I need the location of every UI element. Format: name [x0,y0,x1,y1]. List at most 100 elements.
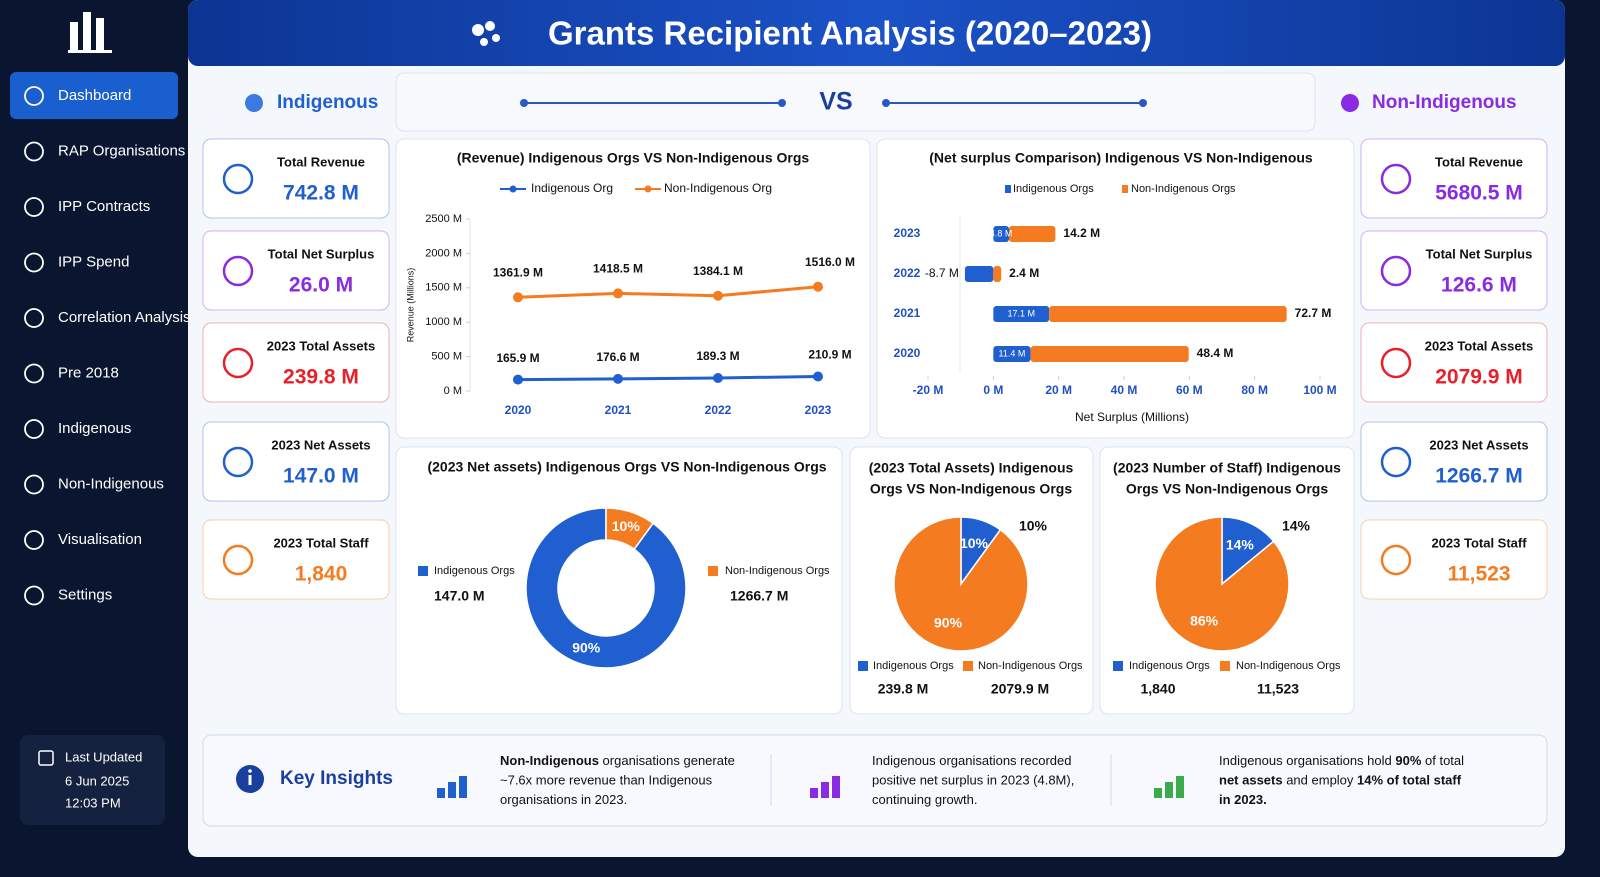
x-tick-label: 20 M [1045,383,1072,397]
kpi-card [202,230,390,311]
insight-segment: positive net surplus in 2023 (4.8M), [872,773,1074,788]
legend-label: Indigenous Org [531,181,613,195]
kpi-card [1360,138,1548,219]
x-tick-label: 2020 [505,403,532,417]
nav-item[interactable]: Settings [58,586,112,603]
y-tick-label: 1500 M [425,282,462,294]
slice-label: 90% [572,640,601,656]
info-dot [248,769,252,773]
legend-label: Non-Indigenous Orgs [1236,660,1341,672]
nav-item[interactable]: IPP Contracts [58,198,150,215]
slice [1221,516,1275,586]
y-tick-label: 2022 [894,266,921,280]
chart-title: (2023 Net assets) Indigenous Orgs VS Non… [427,459,826,475]
y-tick-label: 1000 M [425,316,462,328]
panel [876,138,1355,439]
insight-text: positive net surplus in 2023 (4.8M), [872,773,1074,788]
insight-text: Indigenous organisations recorded [872,753,1071,768]
panel [395,138,871,439]
kpi-value: 11,523 [1447,563,1510,586]
nav-icon [24,252,44,273]
y-tick-label: 2500 M [425,213,462,225]
kpi-value: 2079.9 M [1435,366,1523,389]
insight-segment: organisations in 2023. [500,792,627,807]
kpi-card [202,519,390,600]
y-tick-label: 0 M [444,385,462,397]
insight-icon [459,776,467,798]
slice [893,516,1029,652]
vs-dot [882,99,890,107]
kpi-value: 1,840 [295,563,348,586]
insight-segment: in 2023. [1219,792,1267,807]
vs-dot [520,99,528,107]
legend-amount: 147.0 M [434,588,485,604]
kpi-label: Total Revenue [1435,154,1523,169]
y-tick-label: 2023 [894,226,921,240]
header-icon [472,24,484,36]
point [713,372,723,383]
data-label: 1361.9 M [493,265,543,279]
kpi-icon [222,446,254,478]
annotation: 14% [1282,518,1311,534]
kpi-label: 2023 Total Assets [267,338,375,353]
kpi-icon [1380,544,1412,576]
nav-item[interactable]: Non-Indigenous [58,475,164,492]
nav-item[interactable]: RAP Organisations [58,142,185,159]
x-tick-label: 2023 [805,403,832,417]
last-updated-label: Last Updated [65,749,142,764]
versus-center: VS [819,88,852,116]
insight-icon [437,788,445,798]
bar [993,346,1031,362]
nav-item[interactable]: Pre 2018 [58,364,119,381]
insight-text: organisations in 2023. [500,792,627,807]
insight-segment: organisations generate [599,753,735,768]
legend-swatch [963,661,973,671]
insight-text: Indigenous organisations hold 90% of tot… [1219,753,1464,768]
nav-item[interactable]: Visualisation [58,531,142,548]
data-label: 4.8 M [990,228,1013,238]
nav-item[interactable]: Indigenous [58,420,131,437]
nav-item[interactable]: Correlation Analysis [58,309,191,326]
nav-active [10,72,178,119]
versus-right: Non-Indigenous [1372,92,1517,113]
data-label: 11.4 M [999,348,1026,358]
people-icon [245,94,263,112]
chart-title: (2023 Number of Staff) Indigenous [1113,460,1341,476]
legend-swatch [1005,185,1011,193]
data-label: 210.9 M [808,348,851,362]
x-tick-label: 100 M [1303,383,1336,397]
bar [993,226,1010,242]
kpi-value: 147.0 M [283,465,359,488]
nav-icon [24,419,44,439]
slice-label: 10% [960,535,989,551]
nav-item[interactable]: IPP Spend [58,253,129,270]
x-tick-label: 0 M [983,383,1003,397]
nav-icon [24,585,44,606]
vs-dot [1139,99,1147,107]
kpi-icon [1380,446,1412,478]
slice [525,507,687,669]
insight-icon [1165,782,1173,798]
header-icon [480,38,488,46]
header-icon [492,34,500,42]
kpi-value: 5680.5 M [1435,182,1523,205]
legend-label: Indigenous Orgs [873,660,954,672]
last-updated-time: 12:03 PM [65,795,121,810]
kpi-label: Total Net Surplus [1426,246,1533,261]
logo-bar [83,12,91,50]
versus-left: Indigenous [277,92,378,113]
logo-bar [96,18,104,50]
insights-panel [202,734,1548,827]
insight-segment: 90% [1395,753,1421,768]
legend-amount: 1266.7 M [730,588,788,604]
last-updated-box [20,735,165,825]
kpi-icon [1380,255,1412,287]
insight-segment: continuing growth. [872,792,978,807]
nav-icon [24,141,44,162]
panel [395,72,1316,132]
nav-item[interactable]: Dashboard [58,87,131,104]
legend-amount: 239.8 M [878,681,929,697]
kpi-icon [1380,347,1412,379]
data-label: 1516.0 M [805,255,855,269]
kpi-label: 2023 Net Assets [1429,437,1528,452]
